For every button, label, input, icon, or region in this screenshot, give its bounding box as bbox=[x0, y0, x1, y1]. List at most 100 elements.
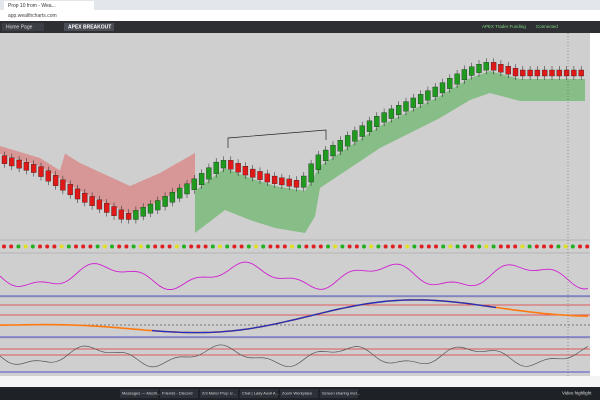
tab-title: Prop 10 from - Wea... bbox=[8, 3, 56, 9]
signal-dot bbox=[23, 244, 28, 249]
candle bbox=[38, 166, 44, 177]
signal-dot bbox=[2, 244, 6, 249]
signal-dot bbox=[362, 244, 366, 249]
signal-dot bbox=[419, 244, 424, 249]
candle bbox=[571, 69, 577, 77]
candle bbox=[89, 196, 95, 206]
candle bbox=[67, 184, 73, 196]
signal-dot bbox=[527, 244, 532, 249]
candle bbox=[454, 73, 460, 85]
candle bbox=[520, 69, 526, 77]
signal-dot bbox=[138, 244, 143, 249]
candle bbox=[242, 166, 249, 176]
signal-dot bbox=[390, 244, 395, 249]
candle bbox=[578, 69, 584, 77]
candle bbox=[410, 97, 416, 108]
browser-tab[interactable] bbox=[4, 1, 94, 10]
signal-dot bbox=[189, 244, 194, 249]
candle bbox=[104, 202, 110, 213]
candle bbox=[191, 178, 197, 190]
candle bbox=[111, 206, 117, 216]
signal-dot bbox=[491, 244, 496, 249]
signal-dot bbox=[354, 244, 359, 249]
app-toolbar bbox=[0, 21, 600, 33]
signal-dot bbox=[412, 244, 417, 249]
signal-dot bbox=[88, 244, 93, 249]
signal-dot bbox=[549, 244, 554, 249]
toolbar-tab-label: APEX BREAKOUT bbox=[68, 24, 111, 30]
candle bbox=[527, 69, 533, 77]
candle bbox=[16, 159, 22, 169]
signal-dot bbox=[239, 244, 244, 249]
signal-dot bbox=[369, 244, 374, 249]
taskbar-item[interactable] bbox=[320, 389, 358, 398]
signal-dot bbox=[146, 244, 150, 249]
signal-dot bbox=[455, 244, 460, 249]
candle bbox=[469, 66, 475, 76]
toolbar-tab[interactable] bbox=[2, 23, 44, 31]
signal-dot bbox=[506, 244, 510, 249]
trend-cloud bbox=[0, 146, 195, 214]
signal-dot bbox=[254, 244, 258, 249]
signal-dot bbox=[246, 244, 251, 249]
toolbar-tab-label: Home Page bbox=[6, 24, 33, 30]
trend-line bbox=[151, 299, 497, 334]
signal-dot bbox=[81, 244, 86, 249]
candle bbox=[140, 207, 146, 217]
candle bbox=[60, 179, 66, 191]
candle bbox=[330, 144, 336, 157]
candle bbox=[556, 69, 562, 77]
signal-dot bbox=[124, 244, 129, 249]
taskbar-item[interactable] bbox=[120, 389, 158, 398]
signal-dot bbox=[275, 244, 280, 249]
signal-dot bbox=[383, 244, 388, 249]
candle bbox=[359, 125, 365, 137]
signal-dot bbox=[477, 244, 482, 249]
candle bbox=[74, 188, 81, 200]
bracket-line bbox=[227, 129, 327, 148]
candle bbox=[301, 175, 307, 188]
candle bbox=[52, 175, 59, 186]
signal-dot bbox=[347, 244, 352, 249]
signal-dot bbox=[318, 244, 323, 249]
candle bbox=[213, 161, 219, 174]
candle bbox=[198, 173, 205, 186]
oscillator-line bbox=[0, 261, 589, 291]
candle bbox=[82, 192, 88, 203]
signal-dot bbox=[66, 244, 71, 249]
taskbar-item[interactable] bbox=[160, 389, 198, 398]
signal-dot bbox=[513, 244, 518, 249]
signal-dot bbox=[153, 244, 158, 249]
candle bbox=[177, 187, 183, 199]
candle bbox=[374, 116, 380, 127]
candle bbox=[490, 62, 497, 71]
signal-dot bbox=[448, 244, 453, 249]
taskbar-item[interactable] bbox=[200, 389, 238, 398]
candle bbox=[498, 64, 504, 73]
candle bbox=[512, 67, 519, 77]
candle bbox=[184, 183, 190, 195]
candle bbox=[352, 130, 358, 142]
taskbar-right: Video highlight bbox=[562, 391, 592, 396]
status: Connected bbox=[536, 24, 558, 29]
toolbar-tab[interactable] bbox=[64, 23, 114, 31]
candle bbox=[315, 154, 322, 170]
candle bbox=[396, 105, 402, 116]
taskbar-item[interactable] bbox=[280, 389, 318, 398]
candle bbox=[1, 155, 8, 164]
candle bbox=[308, 163, 314, 183]
signal-dot bbox=[225, 244, 230, 249]
signal-dot bbox=[95, 244, 100, 249]
signal-dot bbox=[290, 244, 294, 249]
signal-dot bbox=[196, 244, 201, 249]
signal-dot bbox=[30, 244, 35, 249]
signal-dot bbox=[59, 244, 64, 249]
time-axis bbox=[0, 376, 600, 387]
url[interactable]: app.wealthcharts.com bbox=[8, 13, 57, 19]
signal-dot bbox=[110, 244, 114, 249]
candle bbox=[563, 69, 570, 77]
signal-dot bbox=[470, 244, 474, 249]
signal-dot bbox=[102, 244, 107, 249]
signal-dot bbox=[311, 244, 316, 249]
taskbar-item[interactable] bbox=[240, 389, 278, 398]
